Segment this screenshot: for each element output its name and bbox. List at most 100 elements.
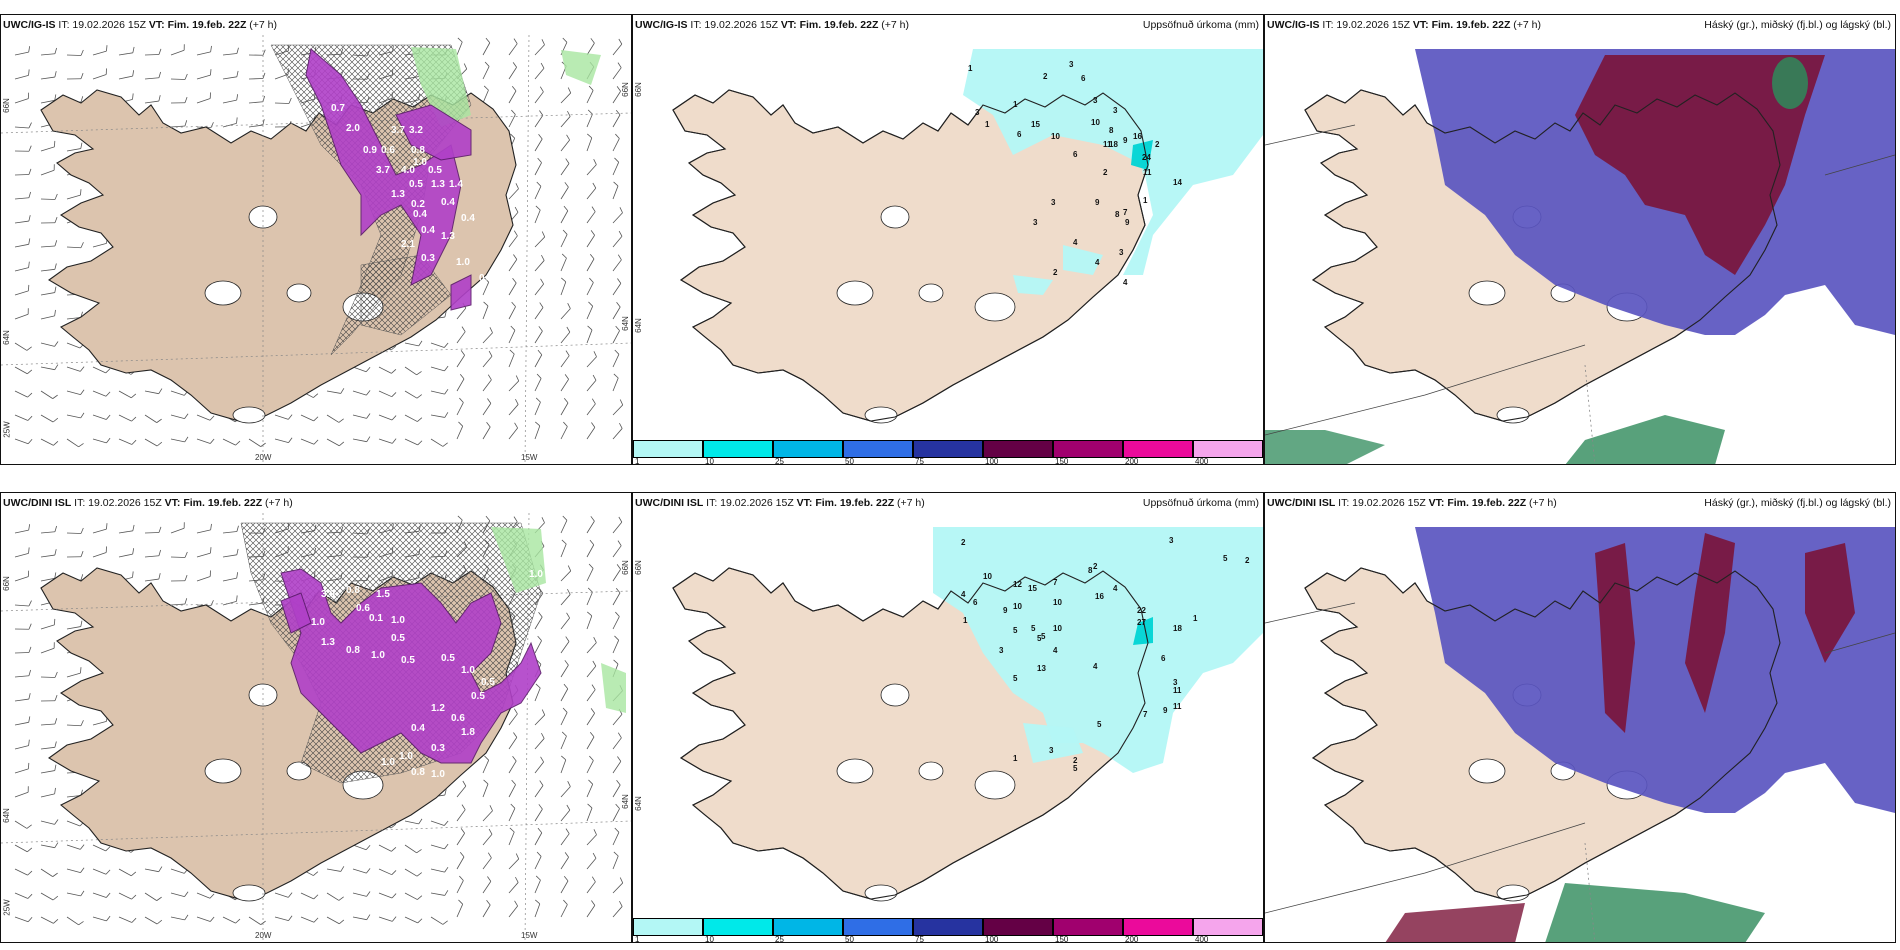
precip-value: 16 [1095,592,1104,601]
snow-value: 0.5 [491,289,505,300]
precip-value: 7 [1143,710,1148,719]
lat-label-64n: 64N [633,318,643,333]
colorbar-swatch [773,918,843,936]
precip-value: 3 [1093,96,1098,105]
precip-value: 10 [1053,598,1062,607]
colorbar-swatch [983,440,1053,458]
snow-value: 1.0 [381,757,395,768]
precip-value: 1 [1013,100,1018,109]
precip-value: 3 [1049,746,1054,755]
snow-value: 1.0 [413,157,427,168]
colorbar-swatch [983,918,1053,936]
colorbar-swatch [633,440,703,458]
precip-value: 3 [1051,198,1056,207]
snow-value: 0.5 [481,677,495,688]
snow-value: 1.3 [321,637,335,648]
precip-value: 2 [961,538,966,547]
glacier [1468,758,1506,784]
cloud-panel-top: UWC/IG-IS IT: 19.02.2026 15Z VT: Fim. 19… [1264,14,1896,465]
colorbar-tick: 400 [1195,935,1209,943]
snow-value: 0.3 [431,743,445,754]
glacier [918,283,944,303]
glacier [1468,280,1506,306]
precip-value: 11 [1143,168,1152,177]
snow-value: 1.4 [449,179,463,190]
wind-map: 0.72.0 3.7 3.20.9 0.6 0.81.03.7 4.0 0.50.5 1.3 1… [1,35,631,464]
boundaries [1265,602,1895,942]
precip-value: 5 [1013,626,1018,635]
lon-label-20w: 20W [255,453,272,462]
colorbar-swatch [1123,440,1193,458]
precip-value: 10 [1053,624,1062,633]
snow-value: 0.6 [451,713,465,724]
lat-label-66n: 66N [1,576,11,591]
lat-label-66n: 66N [633,560,643,575]
snow-value: 2.0 [346,123,360,134]
coastline [1304,89,1781,422]
colorbar-tick: 200 [1125,935,1139,943]
snow-value: 0.9 [363,145,377,156]
precip-value: 11 [1103,140,1112,149]
right-lat-label-64n: 64N [621,794,631,809]
colorbar-swatch [1123,918,1193,936]
precip-value: 5 [1097,720,1102,729]
snow-value: 0.2 [411,199,425,210]
precip-value: 7 [1123,208,1128,217]
precip-value: 6 [1073,150,1078,159]
snow-value: 3.0 [321,589,335,600]
colorbar-tick: 75 [915,935,924,943]
glacier [204,280,242,306]
precip-value: 2 [1155,140,1160,149]
lat-label-25w: 25W [2,899,12,916]
lat-label-66n: 66N [1,98,11,113]
colorbar-tick: 150 [1055,457,1069,465]
precip-value: 4 [1093,662,1098,671]
glacier [204,758,242,784]
glacier [864,406,898,424]
precip-value: 1 [985,120,990,129]
precip-value: 22 [1137,606,1146,615]
precip-value: 4 [1073,238,1078,247]
snow-value: 0.6 [381,145,395,156]
colorbar-tick: 100 [985,935,999,943]
snow-value: 0.7 [331,103,345,114]
colorbar-tick: 150 [1055,935,1069,943]
panel-header: UWC/DINI ISL IT: 19.02.2026 15Z VT: Fim.… [3,497,293,509]
colorbar-swatch [1053,440,1123,458]
precip-value: 15 [1028,584,1037,593]
precip-value: 11 [1173,686,1182,695]
glacier [232,884,266,902]
colorbar-swatch [913,918,983,936]
precip-value: 3 [999,646,1004,655]
low-cloud-patch [1545,883,1765,942]
snow-value: 1.0 [391,615,405,626]
snow-value: 1.2 [431,703,445,714]
snow-value: 1.0 [461,665,475,676]
low-cloud-patch [1565,415,1725,464]
panel-header: UWC/IG-IS IT: 19.02.2026 15Z VT: Fim. 19… [3,19,278,31]
precip-colorbar: 1 10 25 50 75 100 150 200 400 [633,918,1263,942]
precip-value: 8 [1115,210,1120,219]
low-cloud-patch [1772,57,1808,109]
snow-value: 0.5 [409,179,423,190]
snow-value: 0.5 [428,165,442,176]
colorbar-swatch [773,440,843,458]
precip-value: 5 [1031,624,1036,633]
colorbar-tick: 1 [635,935,640,943]
lon-label-15w: 15W [521,931,538,940]
lat-label-64n: 64N [633,796,643,811]
precip-value: 15 [1031,120,1040,129]
snow-value: 0.5 [391,633,405,644]
precip-value: 12 [1013,580,1022,589]
precip-value: 3 [1169,536,1174,545]
coastline [672,567,1149,900]
precip-value: 3 [1113,106,1118,115]
snow-value: 0.4 [461,213,475,224]
colorbar-swatch [703,440,773,458]
precip-value: 27 [1137,618,1146,627]
snow-value: 0.5 [471,691,485,702]
precip-value: 3 [1033,218,1038,227]
precip-value: 8 [1088,566,1093,575]
coastline [672,89,1149,422]
snow-value: 2.1 [401,239,415,250]
